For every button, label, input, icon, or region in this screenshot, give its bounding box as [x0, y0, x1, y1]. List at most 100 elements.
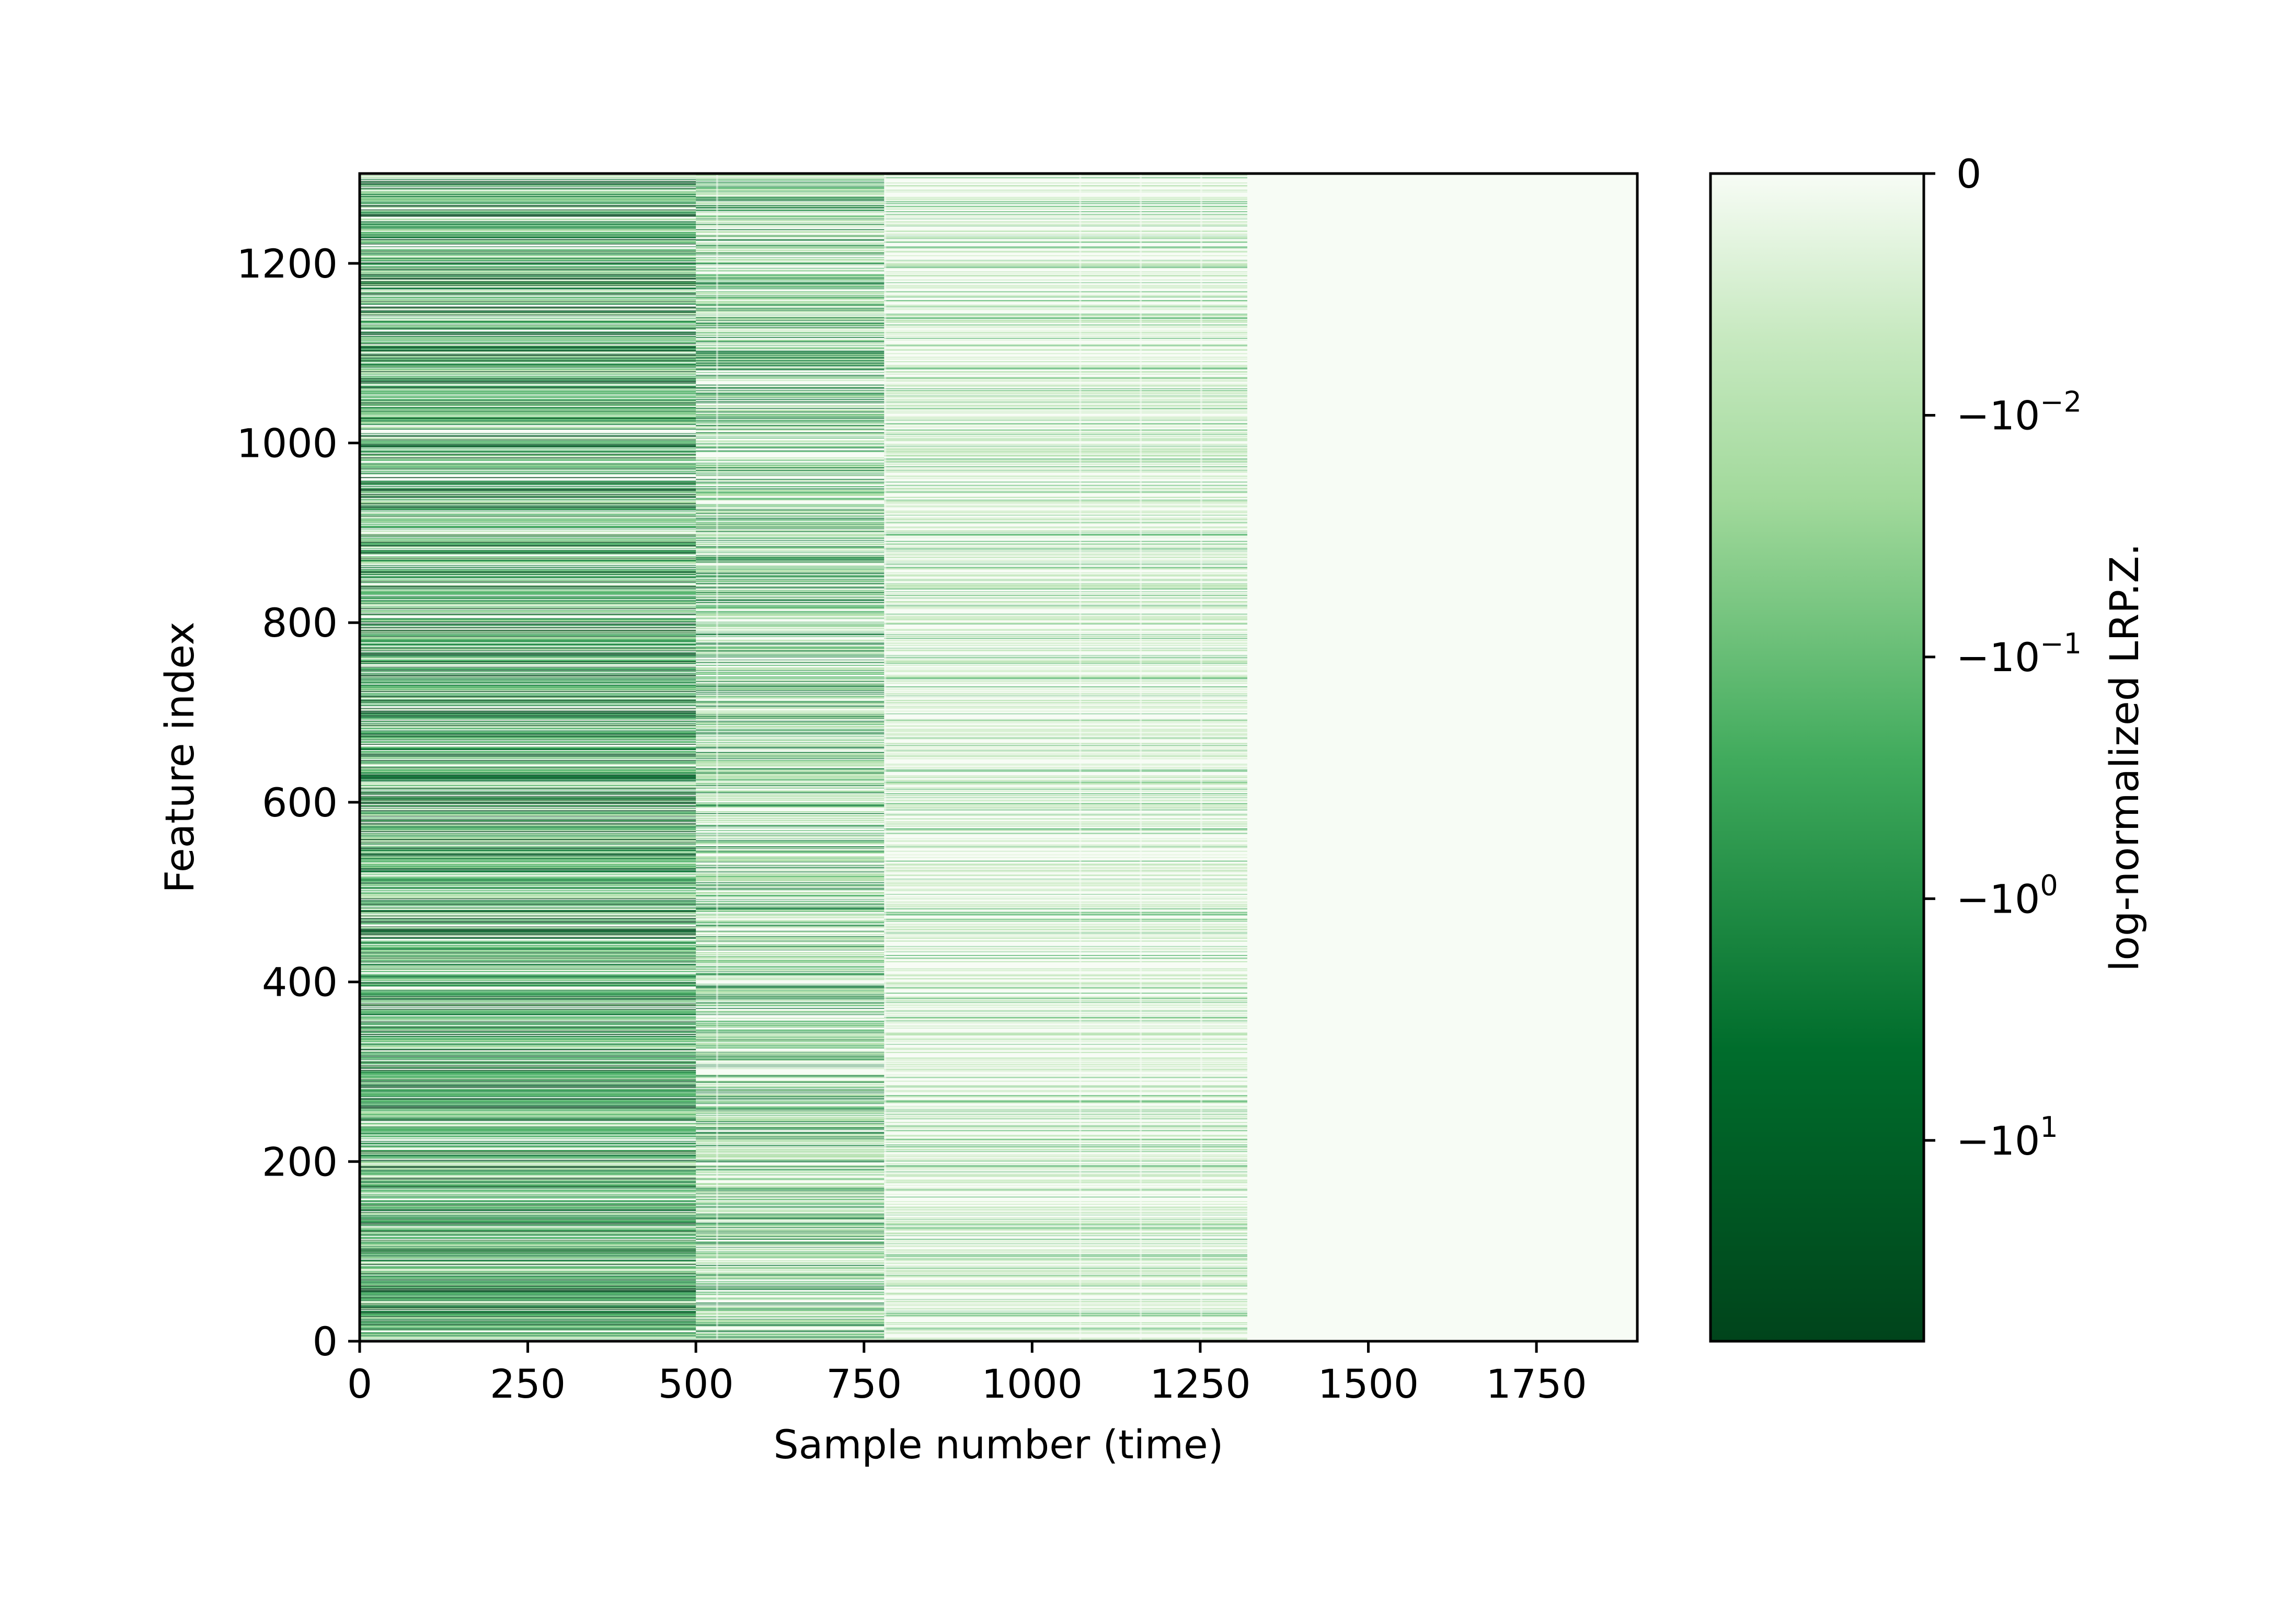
heatmap-row [696, 979, 885, 981]
heatmap-row [360, 853, 696, 855]
heatmap-row [360, 1207, 696, 1208]
heatmap-row [360, 418, 696, 419]
heatmap-row [884, 466, 1247, 467]
heatmap-row [884, 745, 1247, 747]
heatmap-row [696, 1137, 885, 1138]
heatmap-row [884, 798, 1247, 799]
heatmap-row [884, 904, 1247, 905]
heatmap-row [696, 757, 885, 758]
heatmap-row [696, 695, 885, 697]
heatmap-row [360, 857, 696, 858]
heatmap-row [360, 776, 696, 777]
heatmap-row [360, 878, 696, 879]
heatmap-row [884, 734, 1247, 735]
heatmap-row [884, 236, 1247, 238]
heatmap-row [884, 1339, 1247, 1341]
heatmap-row [360, 947, 696, 948]
heatmap-row [360, 721, 696, 722]
heatmap-row [884, 725, 1247, 726]
heatmap-row [884, 805, 1247, 807]
heatmap-row [696, 354, 885, 355]
heatmap-row [696, 1205, 885, 1207]
heatmap-row [696, 186, 885, 187]
heatmap-row [696, 208, 885, 209]
heatmap-row [696, 651, 885, 652]
heatmap-row [360, 912, 696, 913]
heatmap-row [884, 793, 1247, 794]
heatmap-row [696, 335, 885, 337]
heatmap-row [360, 1143, 696, 1145]
heatmap-row [360, 244, 696, 245]
heatmap-row [360, 581, 696, 582]
heatmap-row [360, 224, 696, 225]
heatmap-row [884, 1303, 1247, 1305]
heatmap-row [884, 514, 1247, 515]
colorbar-tick-label: −101 [1956, 1111, 2058, 1164]
heatmap-row [360, 249, 696, 250]
heatmap-row [696, 1319, 885, 1320]
heatmap-row [360, 833, 696, 834]
heatmap-row [696, 1330, 885, 1332]
heatmap-row [360, 501, 696, 502]
heatmap-row [360, 373, 696, 374]
heatmap-row [360, 427, 696, 428]
y-tick-label: 200 [262, 1138, 338, 1185]
heatmap-row [884, 725, 1247, 727]
heatmap-row [696, 362, 885, 363]
heatmap-row [360, 198, 696, 199]
heatmap-row [360, 600, 696, 601]
heatmap-row [696, 222, 885, 223]
heatmap-row [884, 985, 1247, 987]
heatmap-row [696, 420, 885, 422]
heatmap-row [360, 848, 696, 849]
heatmap-row [696, 1333, 885, 1334]
heatmap-row [696, 220, 885, 222]
heatmap-row [884, 808, 1247, 809]
heatmap-row [884, 175, 1247, 177]
heatmap-row [696, 614, 885, 616]
heatmap-row [696, 746, 885, 748]
heatmap-row [360, 760, 696, 761]
heatmap-row [360, 215, 696, 217]
heatmap-row [360, 550, 696, 552]
heatmap-row [360, 502, 696, 503]
heatmap-row [360, 1063, 696, 1064]
heatmap-row [360, 919, 696, 920]
heatmap-row [696, 1021, 885, 1022]
heatmap-row [360, 284, 696, 285]
heatmap-row [696, 418, 885, 419]
heatmap-row [696, 296, 885, 298]
heatmap-row [360, 602, 696, 603]
heatmap-row [696, 968, 885, 970]
heatmap-streak [1140, 174, 1142, 1341]
heatmap-row [884, 847, 1247, 848]
heatmap-row [360, 668, 696, 670]
heatmap-row [696, 1054, 885, 1055]
heatmap-row [696, 970, 885, 971]
heatmap-row [360, 412, 696, 413]
heatmap-row [696, 1238, 885, 1239]
heatmap-row [360, 1084, 696, 1086]
heatmap-row [360, 999, 696, 1000]
heatmap-row [360, 799, 696, 800]
heatmap-row [696, 696, 885, 697]
heatmap-row [884, 597, 1247, 598]
heatmap-row [884, 1310, 1247, 1312]
heatmap-row [696, 745, 885, 747]
heatmap-row [696, 644, 885, 646]
heatmap-row [696, 892, 885, 893]
heatmap-row [696, 251, 885, 253]
heatmap-row [884, 975, 1247, 977]
heatmap-row [884, 1149, 1247, 1150]
heatmap-row [696, 1187, 885, 1188]
heatmap-row [360, 1112, 696, 1113]
heatmap-row [696, 1124, 885, 1125]
heatmap-row [884, 1294, 1247, 1296]
heatmap-row [360, 790, 696, 792]
heatmap-row [696, 579, 885, 581]
heatmap-row [696, 584, 885, 585]
heatmap-row [360, 898, 696, 900]
heatmap-row [360, 1242, 696, 1243]
heatmap-row [884, 674, 1247, 676]
heatmap-row [360, 690, 696, 691]
